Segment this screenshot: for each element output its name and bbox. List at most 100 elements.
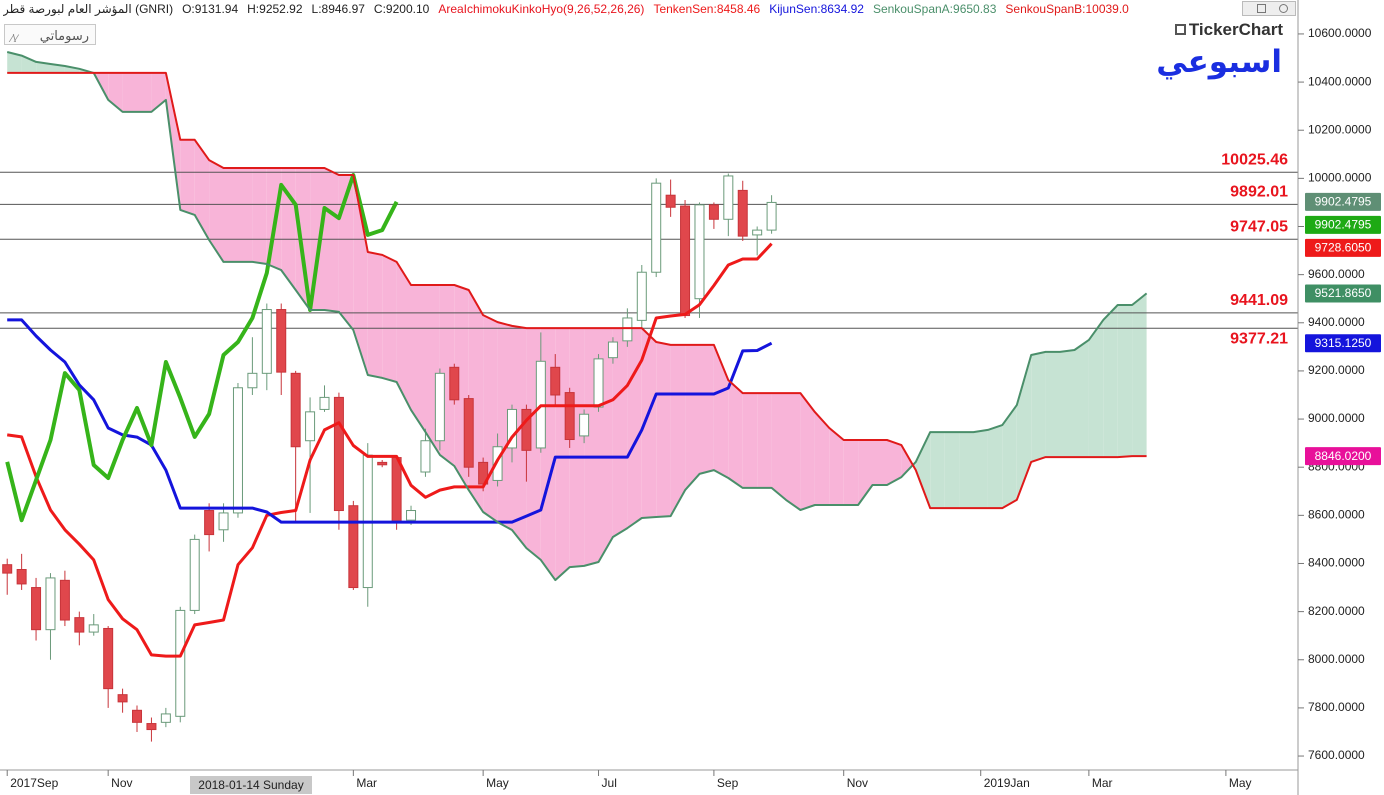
cloud-fill — [512, 325, 527, 549]
y-tick-label: 10400.0000 — [1308, 74, 1372, 88]
window-buttons[interactable] — [1242, 1, 1296, 16]
crosshair-date: 2018-01-14 Sunday — [190, 776, 312, 794]
ohlc-readout: C:9200.10 — [373, 2, 430, 16]
cloud-fill — [699, 344, 714, 474]
drawings-button[interactable]: ⁄\⁄ رسوماتي — [4, 24, 96, 45]
cloud-fill — [973, 429, 988, 509]
candle-body — [59, 579, 70, 621]
x-tick-label: May — [486, 776, 509, 790]
logo: TickerChart — [1174, 20, 1283, 40]
candle-body — [737, 189, 748, 237]
cloud-fill — [627, 328, 642, 529]
candle-body — [636, 271, 647, 321]
candle-body — [420, 440, 431, 473]
price-axis-bg — [1298, 0, 1384, 795]
candle-body — [31, 587, 42, 631]
candle-body — [377, 461, 388, 466]
candle-body — [622, 317, 633, 342]
candle-body — [247, 372, 258, 389]
y-tick-label: 10200.0000 — [1308, 122, 1372, 136]
candle-body — [708, 204, 719, 220]
cloud-fill — [1103, 305, 1118, 458]
y-tick-label: 8000.0000 — [1308, 652, 1365, 666]
drawings-label: رسوماتي — [39, 28, 89, 43]
ohlc-readout: L:8946.97 — [311, 2, 365, 16]
candle-body — [305, 411, 316, 442]
x-tick-label: Mar — [356, 776, 377, 790]
cloud-fill — [612, 328, 628, 537]
price-tag — [1305, 192, 1381, 211]
timeframe-label: اسبوعي — [1156, 44, 1282, 80]
candle-body — [103, 627, 114, 690]
cloud-fill — [411, 285, 426, 433]
cloud-fill — [324, 168, 339, 312]
candle-body — [579, 413, 590, 437]
cloud-fill — [1088, 319, 1104, 458]
cloud-fill — [944, 432, 960, 509]
cloud-fill — [396, 261, 411, 410]
candle-body — [607, 341, 618, 359]
cloud-fill — [1016, 355, 1032, 500]
x-tick-label: Sep — [717, 776, 739, 790]
candle-body — [593, 358, 604, 408]
candle-body — [680, 205, 691, 317]
candle-body — [175, 609, 186, 717]
cloud-fill — [180, 139, 195, 215]
indicator-line — [7, 318, 773, 524]
cloud-fill — [800, 393, 815, 510]
candle-body — [651, 182, 662, 273]
maximize-button[interactable] — [1257, 4, 1266, 13]
indicator-name: AreaIchimokuKinkoHyo(9,26,52,26,26) — [438, 2, 645, 16]
cloud-fill — [252, 168, 267, 264]
y-tick-label: 9200.0000 — [1308, 363, 1365, 377]
cloud-fill — [209, 160, 224, 262]
candle-body — [88, 624, 99, 633]
price-tag — [1305, 238, 1381, 257]
drawings-icon: ⁄\⁄ — [11, 33, 18, 45]
candle-body — [463, 398, 474, 468]
cloud-fill — [670, 344, 686, 517]
y-tick-label: 7600.0000 — [1308, 748, 1365, 762]
horizontal-line-label: 9377.21 — [1230, 330, 1288, 347]
cloud-fill — [757, 393, 772, 488]
cloud-fill — [1002, 405, 1017, 509]
cloud-fill — [829, 428, 844, 505]
candle-body — [319, 396, 330, 410]
price-tag-label: 9521.8650 — [1315, 286, 1372, 300]
cloud-fill — [21, 55, 37, 73]
candle-body — [204, 510, 215, 536]
candle-body — [74, 617, 85, 633]
cloud-fill — [223, 168, 238, 262]
price-tag — [1305, 284, 1381, 303]
cloud-fill — [137, 72, 152, 112]
cloud-fill — [1045, 351, 1060, 458]
cloud-fill — [569, 328, 585, 568]
legend-entry: SenkouSpanB:10039.0 — [1005, 2, 1129, 16]
price-tag-label: 9315.1250 — [1315, 336, 1372, 350]
logo-icon — [1174, 24, 1186, 35]
price-tag — [1305, 447, 1381, 466]
price-tag-label: 9902.4795 — [1315, 218, 1372, 232]
candle-body — [261, 309, 272, 374]
price-tag-label: 9902.4795 — [1315, 195, 1372, 209]
cloud-fill — [353, 175, 368, 375]
price-tag-label: 9728.6050 — [1315, 241, 1372, 255]
cloud-fill — [238, 168, 253, 262]
indicator-line — [5, 173, 399, 523]
candle-body — [348, 505, 359, 589]
cloud-fill — [887, 440, 902, 485]
price-tag — [1305, 334, 1381, 353]
cloud-fill — [771, 393, 786, 500]
x-tick-label: 2017Sep — [10, 776, 58, 790]
cloud-fill — [987, 425, 1003, 509]
horizontal-line-label: 9747.05 — [1230, 218, 1288, 235]
cloud-fill — [786, 393, 801, 510]
cloud-fill — [382, 254, 397, 382]
cloud-fill — [728, 380, 743, 488]
settings-button[interactable] — [1279, 4, 1288, 13]
cloud-fill — [1117, 305, 1133, 458]
y-tick-label: 8200.0000 — [1308, 604, 1365, 618]
horizontal-line-label: 10025.46 — [1221, 151, 1288, 168]
candle-body — [218, 512, 229, 531]
